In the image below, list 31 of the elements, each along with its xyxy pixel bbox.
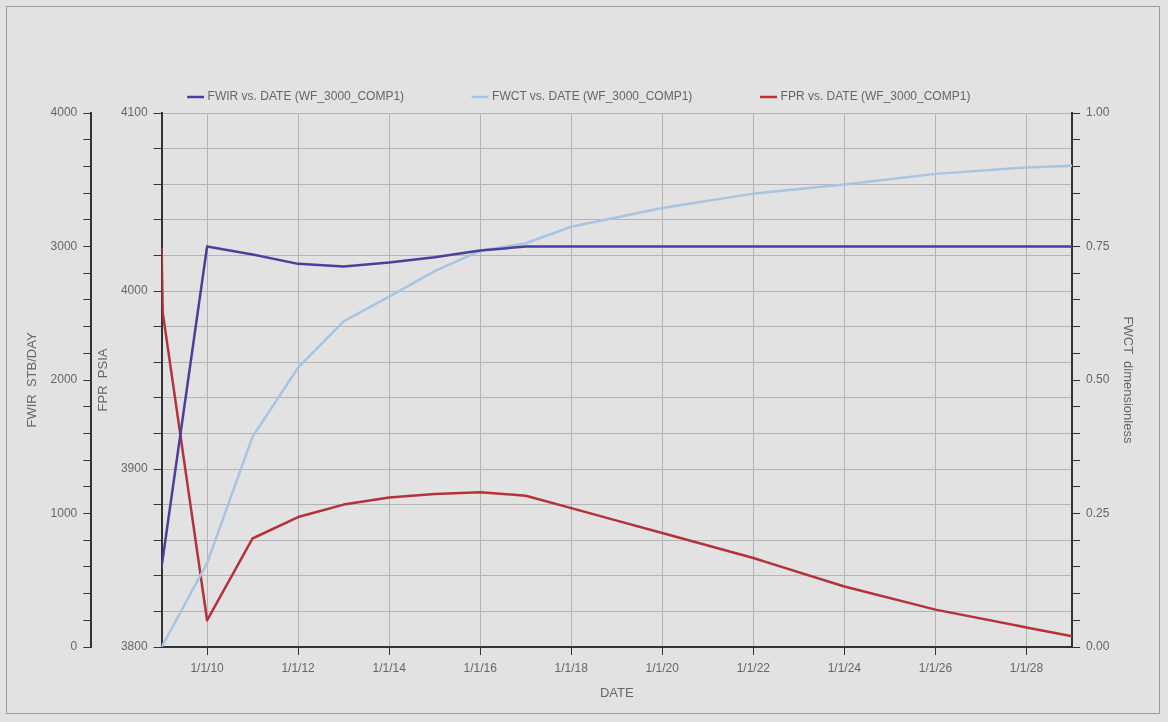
legend-label: FPR vs. DATE (WF_3000_COMP1) bbox=[780, 89, 971, 104]
x-tick-label: 1/1/12 bbox=[281, 660, 316, 675]
y-tick-label: 0 bbox=[70, 639, 78, 654]
y3-tick-label: 4100 bbox=[120, 105, 148, 120]
x-tick-label: 1/1/10 bbox=[190, 660, 225, 675]
x-tick-label: 1/1/28 bbox=[1009, 660, 1044, 675]
legend-label: FWIR vs. DATE (WF_3000_COMP1) bbox=[207, 89, 405, 104]
x-tick-label: 1/1/20 bbox=[645, 660, 680, 675]
y2-tick-label: 0.25 bbox=[1086, 505, 1110, 520]
y-tick-label: 1000 bbox=[50, 505, 78, 520]
y-tick-label: 2000 bbox=[50, 372, 78, 387]
x-tick-label: 1/1/14 bbox=[372, 660, 407, 675]
y3-axis-title: FPR PSIA bbox=[94, 348, 110, 412]
x-tick-label: 1/1/26 bbox=[918, 660, 953, 675]
y2-tick-label: 1.00 bbox=[1086, 105, 1110, 120]
y2-tick-label: 0.75 bbox=[1086, 238, 1110, 253]
x-tick-label: 1/1/16 bbox=[463, 660, 498, 675]
legend-label: FWCT vs. DATE (WF_3000_COMP1) bbox=[492, 89, 693, 104]
y2-axis-title: FWCT dimensionless bbox=[1120, 316, 1136, 444]
y3-tick-label: 3900 bbox=[120, 461, 148, 476]
x-tick-label: 1/1/18 bbox=[554, 660, 589, 675]
x-tick-label: 1/1/22 bbox=[736, 660, 771, 675]
y-tick-label: 4000 bbox=[50, 105, 78, 120]
y3-tick-label: 3800 bbox=[120, 639, 148, 654]
x-axis-title: DATE bbox=[599, 684, 634, 700]
y2-tick-label: 0.50 bbox=[1086, 372, 1110, 387]
y-tick-label: 3000 bbox=[50, 238, 78, 253]
y2-tick-label: 0.00 bbox=[1086, 639, 1110, 654]
x-tick-label: 1/1/24 bbox=[827, 660, 862, 675]
y3-tick-label: 4000 bbox=[120, 283, 148, 298]
y-axis-title: FWIR STB/DAY bbox=[24, 332, 40, 428]
